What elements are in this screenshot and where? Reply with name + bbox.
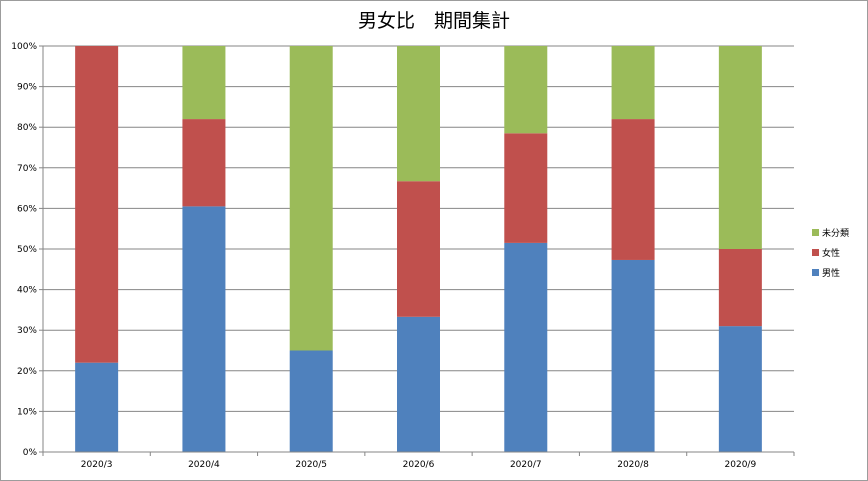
- bar-segment: [504, 242, 548, 452]
- x-tick-label: 2020/4: [188, 460, 220, 470]
- bar-segment: [397, 181, 440, 317]
- legend-swatch: [812, 269, 819, 276]
- y-tick-label: 60%: [17, 204, 37, 214]
- bars: [75, 46, 762, 452]
- bar-segment: [289, 350, 333, 452]
- legend-label: 女性: [822, 247, 840, 259]
- legend-swatch: [812, 229, 819, 236]
- bar-segment: [718, 46, 762, 249]
- y-tick-label: 10%: [17, 407, 37, 417]
- x-tick-label: 2020/3: [81, 460, 113, 470]
- y-tick-label: 40%: [17, 286, 37, 296]
- y-tick-label: 50%: [17, 245, 37, 255]
- y-tick-label: 70%: [17, 164, 37, 174]
- bar-segment: [289, 46, 333, 351]
- bar-segment: [611, 46, 655, 120]
- bar-segment: [504, 133, 548, 243]
- bar-segment: [504, 46, 548, 134]
- x-tick-label: 2020/7: [510, 460, 542, 470]
- y-tick-label: 100%: [11, 42, 37, 52]
- x-tick-label: 2020/8: [617, 460, 649, 470]
- bar-segment: [182, 46, 226, 120]
- axes: [42, 46, 794, 453]
- y-tick-label: 30%: [17, 326, 37, 336]
- y-tick-label: 0%: [23, 448, 38, 458]
- x-tick-label: 2020/9: [725, 460, 757, 470]
- bar-segment: [182, 206, 226, 452]
- y-tick-label: 90%: [17, 83, 37, 93]
- x-tick-label: 2020/6: [403, 460, 435, 470]
- bar-segment: [75, 362, 119, 452]
- bar-segment: [75, 46, 119, 363]
- bar-segment: [718, 249, 762, 327]
- y-tick-label: 20%: [17, 367, 37, 377]
- legend-label: 未分類: [822, 227, 849, 239]
- x-tick-label: 2020/5: [295, 460, 327, 470]
- x-tick-labels: 2020/3 2020/4 2020/5 2020/6 2020/7 2020/8 2020…: [81, 460, 757, 470]
- bar-segment: [397, 46, 440, 182]
- y-tick-label: 80%: [17, 123, 37, 133]
- bar-segment: [611, 119, 655, 260]
- bar-segment: [718, 326, 762, 452]
- bar-segment: [397, 316, 440, 452]
- legend-swatch: [812, 249, 819, 256]
- y-tick-labels: 0% 10% 20% 30% 40% 50% 60% 70% 80% 90% 100%: [11, 42, 37, 458]
- bar-segment: [182, 119, 226, 207]
- legend-label: 男性: [822, 267, 840, 279]
- chart-title: 男女比 期間集計: [357, 10, 510, 32]
- bar-segment: [611, 259, 655, 452]
